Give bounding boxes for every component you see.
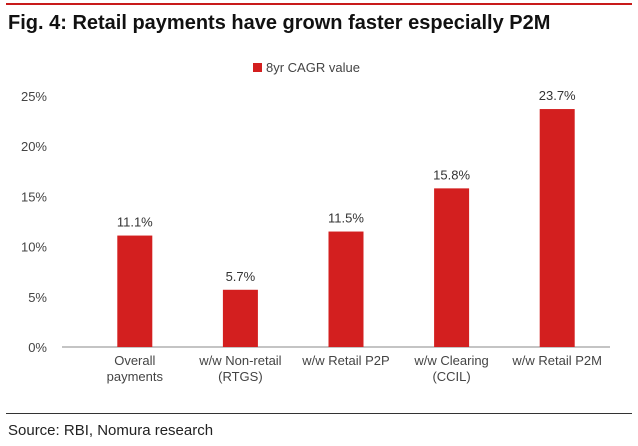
bar-data-label: 5.7% — [226, 269, 256, 284]
x-category-label: w/w Clearing — [413, 353, 488, 368]
bar-chart: 8yr CAGR value 0% 5% 10% 15% 20% 25% 11.1% 5.7… — [21, 60, 610, 384]
bar-data-label: 11.5% — [328, 211, 364, 226]
bar-data-label: 15.8% — [433, 167, 470, 182]
x-category-label: w/w Retail P2P — [301, 353, 389, 368]
y-tick-label: 25% — [21, 89, 47, 104]
x-category-label: w/w Non-retail — [198, 353, 281, 368]
legend-label: 8yr CAGR value — [266, 60, 360, 75]
x-category-label: Overall — [114, 353, 155, 368]
x-category-label: payments — [107, 369, 164, 384]
source-top-rule — [6, 413, 632, 414]
bar — [434, 188, 470, 347]
y-tick-label: 20% — [21, 139, 47, 154]
y-axis: 0% 5% 10% 15% 20% 25% — [21, 89, 47, 355]
source-note: Source: RBI, Nomura research — [8, 422, 214, 439]
bars-group: 11.1% 5.7% 11.5% 15.8% 23.7% — [117, 88, 576, 347]
title-top-rule — [6, 3, 632, 5]
bar — [539, 109, 575, 347]
bar — [117, 235, 153, 347]
y-tick-label: 5% — [28, 290, 47, 305]
chart-legend: 8yr CAGR value — [253, 60, 360, 75]
legend-swatch — [253, 63, 262, 72]
bar — [328, 231, 364, 347]
y-tick-label: 15% — [21, 189, 47, 204]
bar-data-label: 23.7% — [539, 88, 576, 103]
bar-data-label: 11.1% — [117, 215, 153, 230]
x-category-label: (CCIL) — [432, 369, 470, 384]
y-tick-label: 0% — [28, 340, 47, 355]
bar — [222, 289, 258, 347]
x-category-label: w/w Retail P2M — [511, 353, 602, 368]
y-tick-label: 10% — [21, 240, 47, 255]
x-category-label: (RTGS) — [218, 369, 263, 384]
figure-title: Fig. 4: Retail payments have grown faste… — [8, 12, 551, 34]
